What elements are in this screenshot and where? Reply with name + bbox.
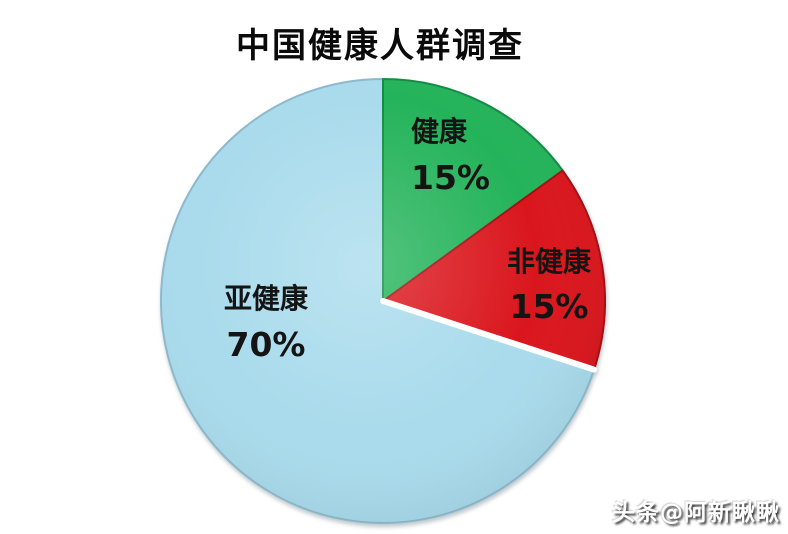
slice-label-subhealthy-value: 70% (226, 325, 306, 364)
slice-label-unhealthy-name: 非健康 (506, 245, 591, 278)
watermark-text: 头条@阿新瞅瞅 (612, 500, 780, 526)
slice-separator-line (380, 298, 598, 373)
slice-label-subhealthy-name: 亚健康 (223, 282, 308, 315)
slice-label-healthy-value: 15% (411, 158, 490, 197)
slice-label-healthy: 健康 15% (411, 108, 521, 200)
chart-title: 中国健康人群调查 (236, 26, 524, 66)
slice-label-unhealthy-value: 15% (509, 287, 589, 326)
slice-label-subhealthy: 亚健康 70% (196, 276, 336, 368)
slice-label-healthy-name: 健康 (411, 115, 468, 148)
slice-label-unhealthy: 非健康 15% (489, 240, 609, 330)
